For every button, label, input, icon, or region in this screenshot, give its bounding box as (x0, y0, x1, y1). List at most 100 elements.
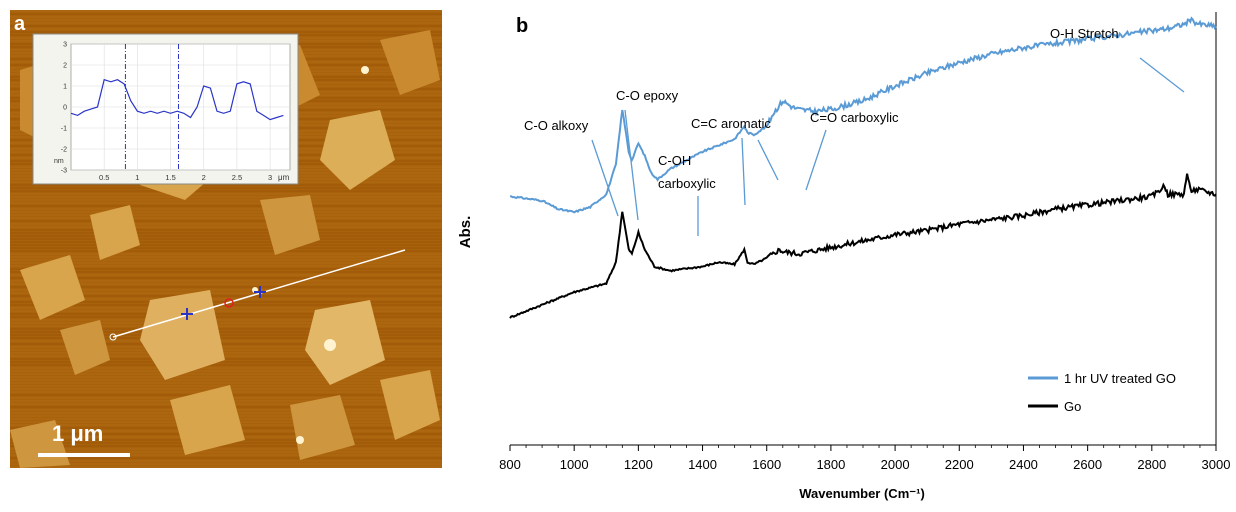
scan-line (10, 214, 442, 216)
scan-line (10, 343, 442, 345)
inset-y-tick-label: 2 (63, 63, 67, 70)
scan-line (10, 328, 442, 330)
flake (260, 195, 320, 255)
scan-line (10, 199, 442, 201)
scan-line (10, 361, 442, 363)
scan-line (10, 451, 442, 453)
scan-line (10, 277, 442, 279)
scan-line (10, 319, 442, 321)
scan-line (10, 268, 442, 270)
inset-profile-line (70, 78, 284, 121)
scan-line (10, 352, 442, 354)
scan-line (10, 334, 442, 336)
scan-line (10, 370, 442, 372)
cursor-marker-red[interactable] (224, 298, 234, 308)
annotation-oh-stretch: O-H Stretch (1050, 26, 1119, 41)
flake (90, 205, 140, 260)
x-tick-label: 3000 (1202, 457, 1231, 472)
scan-line (10, 349, 442, 351)
scan-line (10, 373, 442, 375)
x-tick-label: 1400 (688, 457, 717, 472)
inset-y-tick-label: 0 (63, 105, 67, 112)
scan-line (10, 292, 442, 294)
bright-particle (361, 66, 369, 74)
scan-line (10, 340, 442, 342)
inset-y-tick-label: -3 (61, 168, 67, 175)
inset-y-tick-label: -2 (61, 147, 67, 154)
scan-line (10, 325, 442, 327)
inset-y-tick-label: 1 (63, 84, 67, 91)
inset-x-tick-label: 1 (135, 173, 139, 182)
scan-line (10, 205, 442, 207)
x-tick-label: 2400 (1009, 457, 1038, 472)
panel-label-a: a (14, 13, 26, 35)
scan-line (10, 229, 442, 231)
scan-line (10, 223, 442, 225)
scan-line (10, 337, 442, 339)
peak-annotations: C-O alkoxy C-O epoxy C-OH carboxylic C=C… (524, 26, 1185, 236)
arrow-co-alkoxy (591, 139, 619, 217)
scale-bar-label: 1 μm (52, 421, 103, 446)
flake (320, 110, 395, 190)
scan-line (10, 454, 442, 456)
scan-line (10, 301, 442, 303)
inset-x-tick-label: 3 (268, 173, 272, 182)
inset-cursor-lines (124, 44, 180, 170)
inset-y-unit: nm (54, 158, 64, 165)
scan-line (10, 265, 442, 267)
scan-line (10, 346, 442, 348)
scan-line (10, 376, 442, 378)
flake (140, 290, 225, 380)
scan-line (10, 379, 442, 381)
arrow-cc-aromatic (741, 137, 746, 206)
arrow-co-carboxylic (805, 129, 827, 191)
scan-line (10, 283, 442, 285)
scan-line (10, 28, 442, 30)
inset-x-tick-label: 2.5 (232, 173, 242, 182)
legend-label-uv: 1 hr UV treated GO (1064, 371, 1176, 386)
scan-line (10, 355, 442, 357)
x-tick-label: 1800 (816, 457, 845, 472)
scan-line (10, 466, 442, 468)
inset-x-unit: μm (278, 173, 290, 182)
scan-line (10, 253, 442, 255)
x-tick-label: 1000 (560, 457, 589, 472)
inset-x-tick-label: 1.5 (165, 173, 175, 182)
scan-line (10, 286, 442, 288)
scan-line (10, 196, 442, 198)
scan-line (10, 364, 442, 366)
x-tick-label: 2600 (1073, 457, 1102, 472)
inset-y-tick-label: 3 (63, 42, 67, 49)
scan-line (10, 382, 442, 384)
scan-line (10, 256, 442, 258)
scan-line (10, 295, 442, 297)
scan-line (10, 271, 442, 273)
scan-line (10, 247, 442, 249)
scan-line (10, 208, 442, 210)
annotation-c-oh: C-OH (658, 153, 691, 168)
inset-x-tick-label: 0.5 (99, 173, 109, 182)
scan-line (10, 259, 442, 261)
annotation-co-epoxy: C-O epoxy (616, 88, 679, 103)
cursor-marker-blue-1[interactable] (181, 308, 193, 320)
scan-line (10, 187, 442, 189)
scan-line (10, 250, 442, 252)
scan-line (10, 211, 442, 213)
inset-x-tick-label: 2 (202, 173, 206, 182)
scan-line (10, 460, 442, 462)
cursor-marker-blue-2[interactable] (254, 286, 266, 298)
scan-line (10, 190, 442, 192)
panel-label-b: b (516, 15, 528, 37)
scan-line (10, 202, 442, 204)
scan-line (10, 184, 442, 186)
profile-start-marker[interactable] (109, 333, 117, 341)
scan-line (10, 16, 442, 18)
scan-line (10, 367, 442, 369)
scan-line (10, 217, 442, 219)
flake (290, 395, 355, 460)
scan-line (10, 331, 442, 333)
height-profile-inset: 3 2 1 0 -1 -2 -3 0.5 1 1.5 2 2.5 3 nm μm (32, 33, 299, 185)
scan-line (10, 448, 442, 450)
legend-label-go: Go (1064, 399, 1081, 414)
